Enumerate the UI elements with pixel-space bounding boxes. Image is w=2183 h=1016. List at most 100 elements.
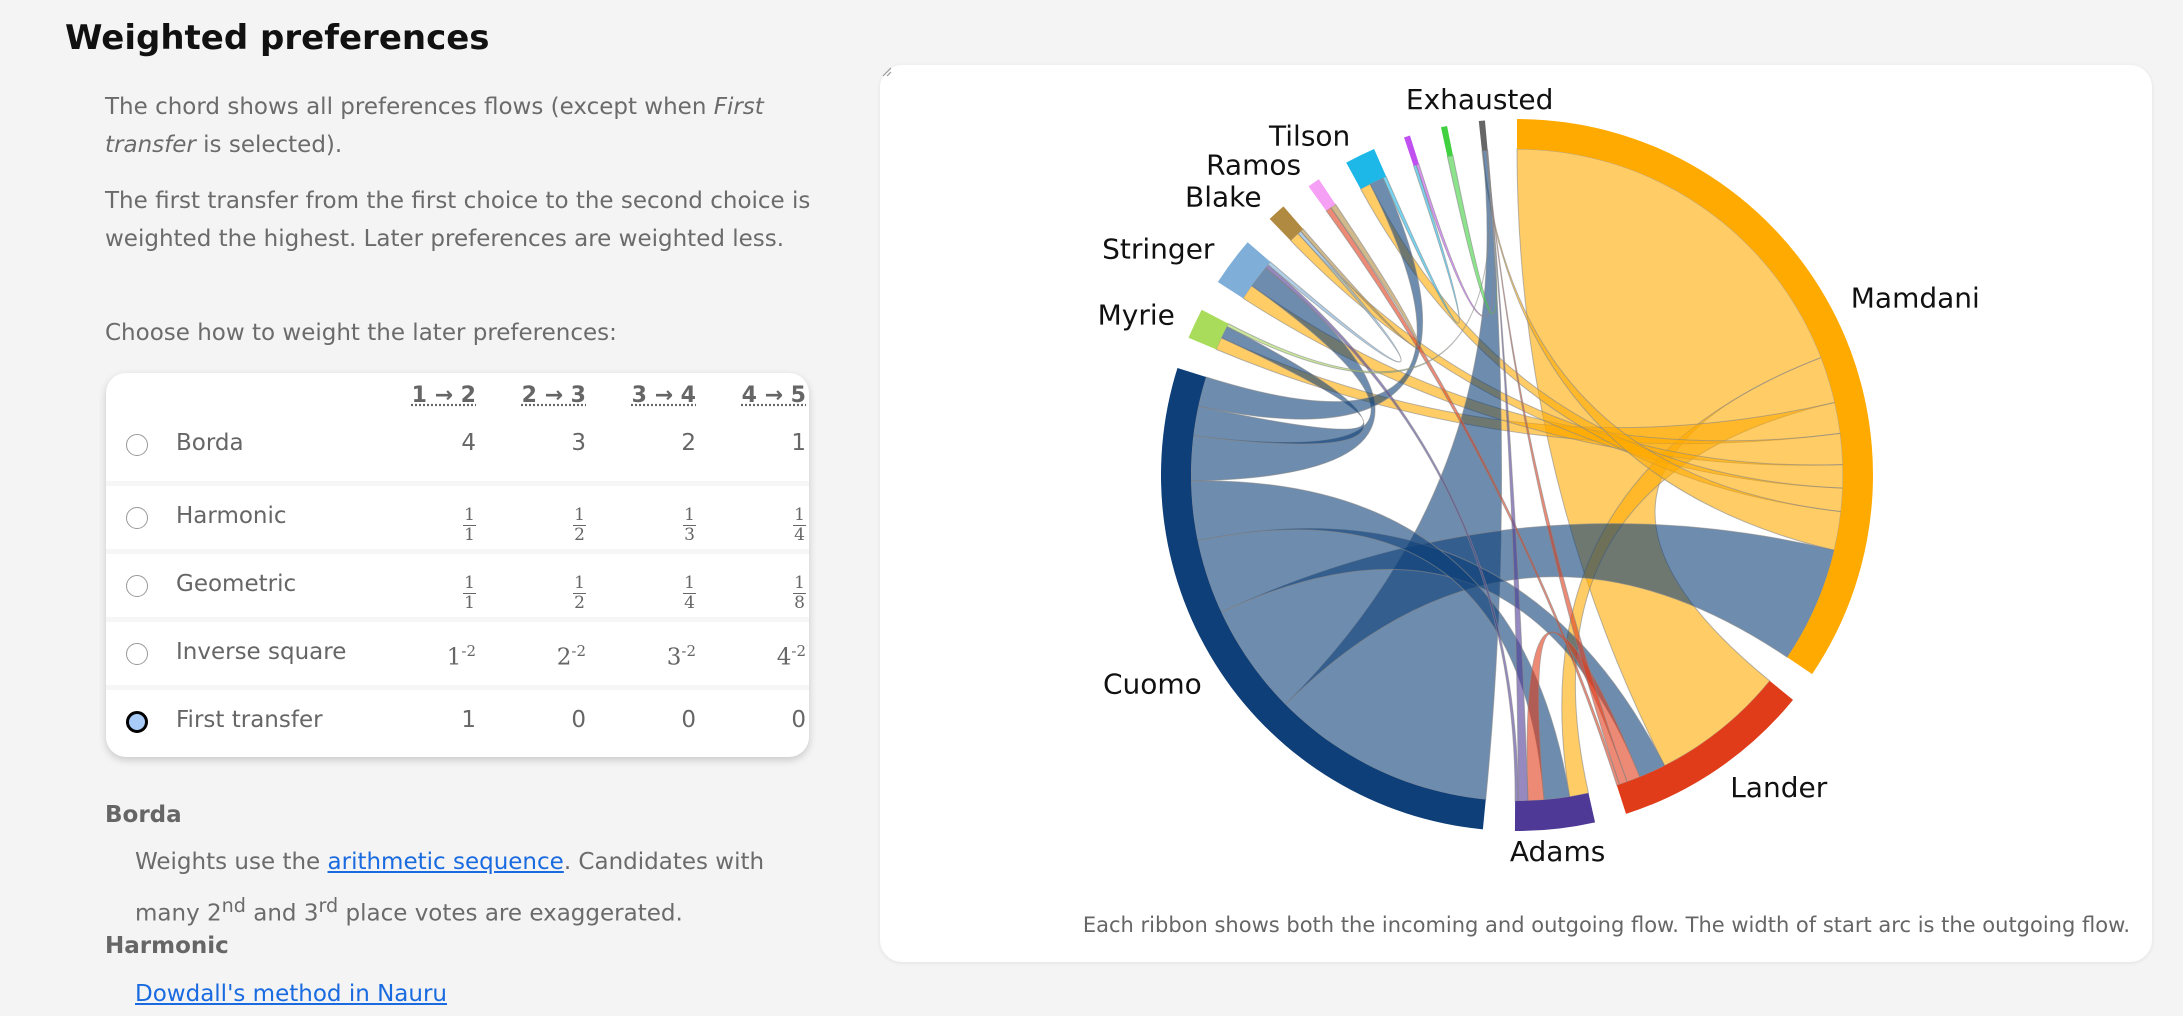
radio-button[interactable] [126,434,148,456]
node-arc[interactable] [1217,242,1271,299]
denominator: 8 [794,593,805,613]
node-arc[interactable] [1517,119,1873,675]
chord-ribbon[interactable] [1190,480,1571,801]
weight-option-row[interactable]: First transfer 1 0 0 0 [106,685,809,758]
numerator: 1 [573,505,586,526]
option-label: First transfer [176,707,323,733]
weight-value: 4-2 [716,642,806,671]
weight-value: 1 [791,430,806,456]
denominator: 4 [684,593,695,613]
numerator: 1 [573,573,586,594]
numerator: 1 [683,573,696,594]
node-label: Cuomo [1103,668,1202,701]
numerator: 1 [793,505,806,526]
exponent: -2 [791,642,806,660]
numerator: 1 [463,573,476,594]
node-label: Adams [1510,835,1605,868]
column-header: 4 → 5 [741,383,806,408]
chord-ribbon[interactable] [1197,177,1424,420]
denominator: 1 [464,525,475,545]
weight-value: 0 [791,707,806,733]
node-arc[interactable] [1440,125,1453,157]
intro-text: The chord shows all preferences flows (e… [105,94,714,120]
denominator: 1 [464,593,475,613]
definition-text: . Candidates with many 2 [135,849,765,927]
option-label: Harmonic [176,503,287,529]
chord-diagram: Mamdani Lander Adams Cuomo Myrie Stringer Blak… [1098,83,1980,868]
dowdall-method-link[interactable]: Dowdall's method in Nauru [135,981,448,1007]
node-label: Mamdani [1851,282,1980,315]
exponent: -2 [571,642,586,660]
page-title: Weighted preferences [65,18,490,58]
exponent: -2 [461,642,476,660]
chord-ribbon[interactable] [1299,203,1419,348]
node-label: Lander [1730,771,1828,804]
column-header: 1 → 2 [411,383,476,408]
numerator: 1 [683,505,696,526]
node-arc[interactable] [1616,680,1794,814]
exponent: -2 [681,642,696,660]
superscript: rd [318,894,339,917]
definition-text-borda: Weights use the arithmetic sequence. Can… [135,840,795,936]
node-label: Stringer [1102,232,1215,265]
radio-button[interactable] [126,643,148,665]
chord-ribbon[interactable] [1481,150,1842,551]
chord-ribbon[interactable] [1284,149,1503,801]
base: 3 [666,644,682,671]
weight-option-row[interactable]: Inverse square 1-2 2-2 3-2 4-2 [106,617,809,690]
node-label: Exhausted [1406,83,1553,116]
node-arc[interactable] [1269,206,1304,241]
weight-value: 1 [461,707,476,733]
numerator: 1 [793,573,806,594]
option-label: Borda [176,430,244,456]
intro-text: is selected). [195,132,343,158]
weight-option-row[interactable]: Harmonic 1 1 1 2 1 3 1 4 [106,481,809,554]
node-arc[interactable] [1188,309,1229,350]
weight-value: 2 [681,430,696,456]
arithmetic-sequence-link[interactable]: arithmetic sequence [327,849,564,875]
base: 2 [556,644,572,671]
radio-button[interactable] [126,711,148,733]
node-arc[interactable] [1308,179,1336,211]
weight-value: 3-2 [606,642,696,671]
column-header: 2 → 3 [521,383,586,408]
node-arc[interactable] [1346,148,1387,189]
chord-ribbon[interactable] [1267,230,1402,363]
intro-paragraph-1: The chord shows all preferences flows (e… [105,88,820,164]
denominator: 2 [574,525,585,545]
node-label: Tilson [1268,120,1350,153]
definition-text: Weights use the [135,849,328,875]
intro-paragraph-2: The first transfer from the first choice… [105,188,811,252]
node-arc[interactable] [1404,135,1419,166]
weight-option-row[interactable]: Borda 4 3 2 1 [106,413,809,481]
weight-value: 2-2 [496,642,586,671]
radio-button[interactable] [126,575,148,597]
resize-handle-icon[interactable] [880,65,892,77]
definition-title-borda: Borda [105,802,182,828]
node-arc[interactable] [1514,793,1596,831]
base: 4 [776,644,792,671]
definition-title-harmonic: Harmonic [105,933,229,959]
chord-chart-card: Mamdani Lander Adams Cuomo Myrie Stringer Blak… [880,65,2152,962]
node-label: Ramos [1206,149,1301,182]
superscript: nd [221,894,246,917]
node-arc[interactable] [1478,120,1488,151]
radio-button[interactable] [126,507,148,529]
weight-option-row[interactable]: Geometric 1 1 1 2 1 4 1 8 [106,549,809,622]
weight-value: 1-2 [386,642,476,671]
node-label: Myrie [1098,298,1175,331]
node-arc[interactable] [1161,367,1486,830]
